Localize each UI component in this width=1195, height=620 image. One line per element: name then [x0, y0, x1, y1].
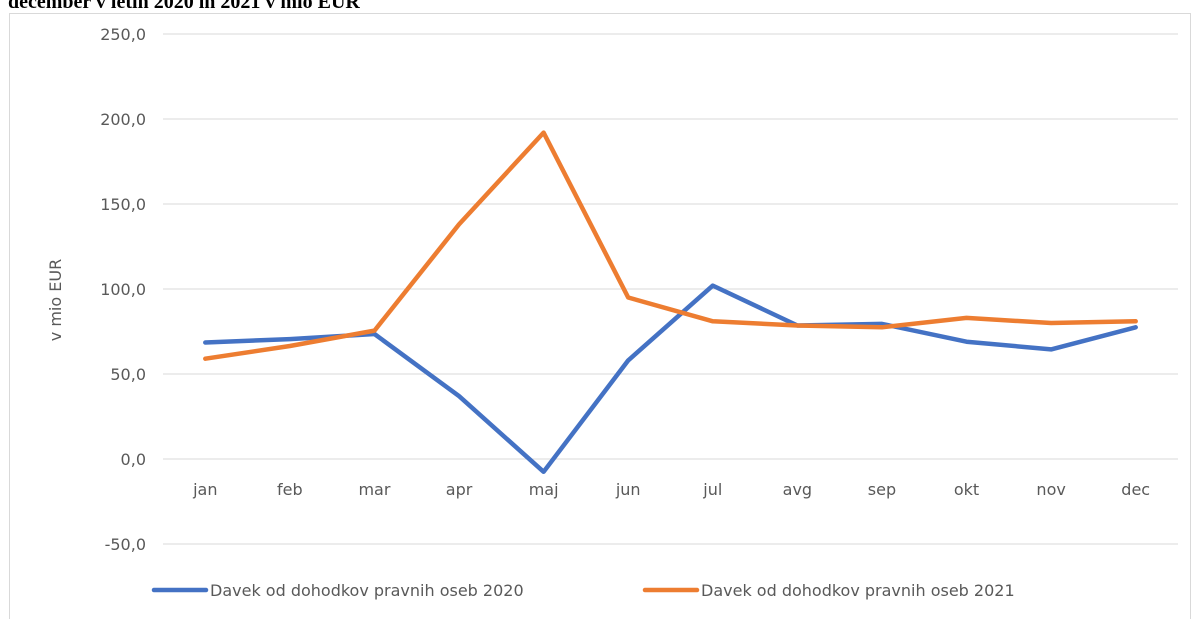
x-tick-label: avg: [783, 480, 812, 499]
x-tick-label: nov: [1036, 480, 1065, 499]
y-tick-label: 150,0: [100, 195, 146, 214]
x-tick-label: okt: [954, 480, 979, 499]
y-tick-label: 200,0: [100, 110, 146, 129]
x-tick-label: mar: [358, 480, 390, 499]
y-tick-label: -50,0: [105, 535, 146, 554]
grid-lines: [163, 34, 1178, 544]
x-tick-label: feb: [277, 480, 303, 499]
x-tick-label: dec: [1121, 480, 1150, 499]
page-title: december v letih 2020 in 2021 v mio EUR: [8, 0, 360, 14]
legend: Davek od dohodkov pravnih oseb 2020 Davek…: [154, 581, 1015, 600]
legend-label: Davek od dohodkov pravnih oseb 2021: [701, 581, 1015, 600]
x-axis-ticks: jan feb mar apr maj jun jul avg sep okt nov dec: [192, 480, 1150, 499]
x-tick-label: jun: [615, 480, 641, 499]
y-axis-ticks: -50,0 0,0 50,0 100,0 150,0 200,0 250,0: [100, 25, 146, 554]
x-tick-label: sep: [868, 480, 896, 499]
y-tick-label: 0,0: [121, 450, 146, 469]
x-tick-label: apr: [446, 480, 473, 499]
series-lines: [205, 133, 1136, 472]
x-tick-label: maj: [529, 480, 559, 499]
x-tick-label: jan: [192, 480, 217, 499]
series-line-1: [205, 286, 1135, 472]
y-tick-label: 250,0: [100, 25, 146, 44]
y-tick-label: 100,0: [100, 280, 146, 299]
x-tick-label: jul: [702, 480, 722, 499]
chart-frame: -50,0 0,0 50,0 100,0 150,0 200,0 250,0 jan feb m…: [9, 13, 1191, 619]
line-chart: -50,0 0,0 50,0 100,0 150,0 200,0 250,0 jan feb m…: [10, 14, 1192, 620]
y-axis-label: v mio EUR: [46, 259, 65, 341]
legend-label: Davek od dohodkov pravnih oseb 2020: [210, 581, 524, 600]
y-tick-label: 50,0: [110, 365, 146, 384]
